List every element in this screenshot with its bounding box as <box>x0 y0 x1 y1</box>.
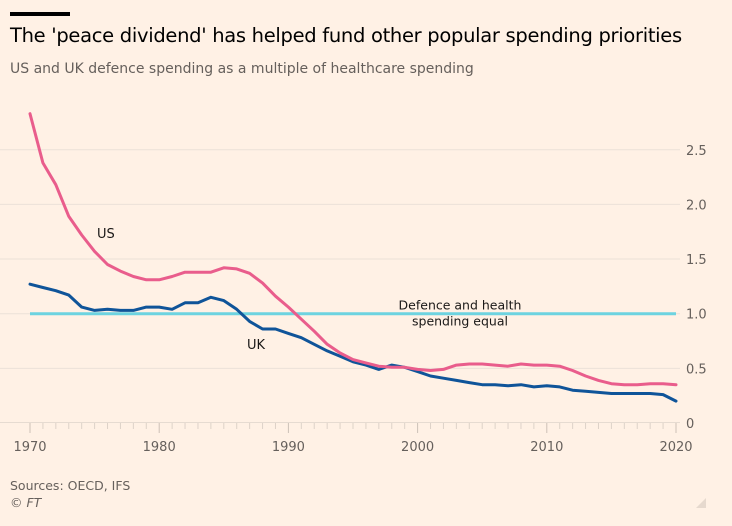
annotations: US UK <box>97 227 266 353</box>
y-tick-label: 2.0 <box>686 198 707 213</box>
x-tick-label: 1990 <box>272 440 305 455</box>
chart-subtitle: US and UK defence spending as a multiple… <box>10 61 474 77</box>
y-tick-label: 2.5 <box>686 144 707 159</box>
y-tick-label: 0 <box>686 417 694 432</box>
x-tick-label: 1970 <box>13 440 46 455</box>
series-line-uk <box>28 282 678 403</box>
x-axis <box>0 422 680 433</box>
x-tick-label: 2020 <box>659 440 692 455</box>
y-tick-label: 1.5 <box>686 253 707 268</box>
x-tick-label: 2000 <box>401 440 434 455</box>
chart-title: The 'peace dividend' has helped fund oth… <box>10 24 682 47</box>
y-axis-ticks: 0 0.5 1.0 1.5 2.0 2.5 <box>686 144 707 432</box>
series-label-uk: UK <box>247 338 266 353</box>
series-lines <box>28 112 678 403</box>
sources-note: Sources: OECD, IFS <box>10 478 131 493</box>
ft-top-bar <box>10 12 70 16</box>
y-tick-label: 1.0 <box>686 308 707 323</box>
series-line-us <box>28 112 678 387</box>
series-label-us: US <box>97 227 115 242</box>
y-tick-label: 0.5 <box>686 362 707 377</box>
reference-line-label: Defence and health <box>399 298 522 313</box>
reference-line-label: spending equal <box>412 314 508 329</box>
x-axis-tick-labels: 1970 1980 1990 2000 2010 2020 <box>13 440 692 455</box>
copyright-note: © FT <box>10 495 42 510</box>
x-tick-label: 2010 <box>530 440 563 455</box>
resize-handle-icon[interactable] <box>696 498 706 508</box>
x-tick-label: 1980 <box>143 440 176 455</box>
